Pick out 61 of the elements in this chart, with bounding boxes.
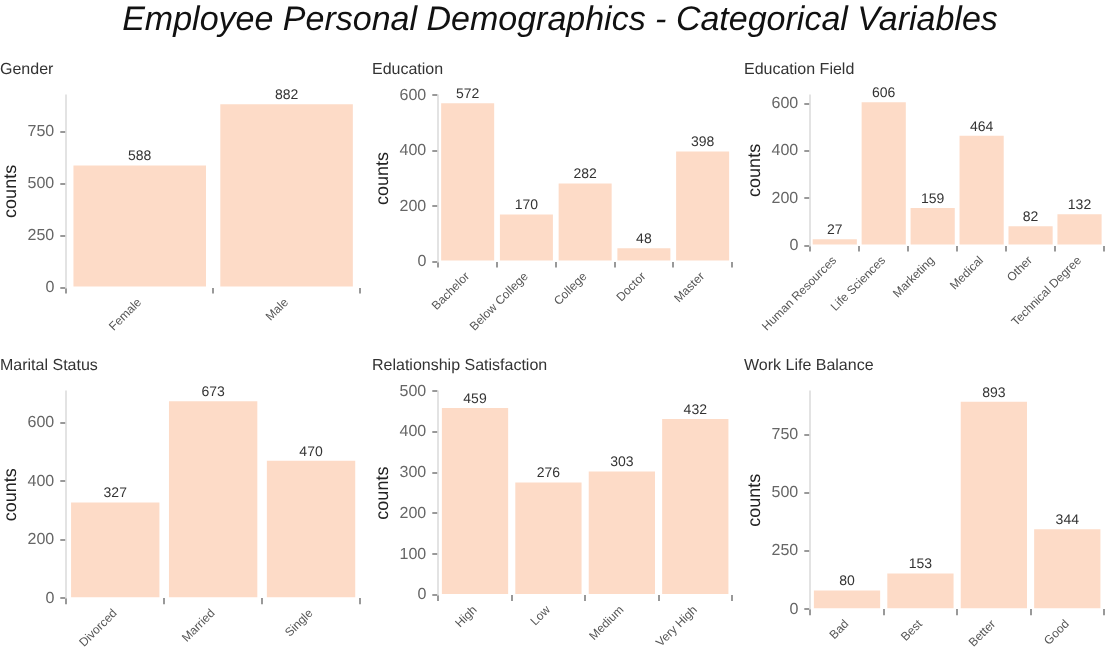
bar: [1034, 529, 1101, 609]
y-tick-label: 250: [771, 541, 800, 560]
bar: [558, 183, 612, 261]
y-tick-label: 400: [399, 141, 428, 160]
y-tick-label: 400: [771, 141, 800, 160]
y-tick-label: 600: [771, 94, 800, 113]
bar: [499, 214, 553, 261]
y-axis-title: counts: [743, 472, 764, 527]
bar: [676, 151, 730, 261]
y-axis-title: counts: [371, 465, 392, 520]
bar: [1057, 214, 1102, 245]
y-tick-label: 200: [771, 188, 800, 207]
bar: [441, 103, 495, 261]
y-tick-label: 750: [771, 425, 800, 444]
bar: [910, 207, 955, 245]
y-tick-label: 0: [789, 235, 800, 254]
y-axis-title: counts: [743, 142, 764, 197]
bar: [266, 460, 356, 598]
bar: [662, 418, 729, 595]
bar: [813, 590, 881, 609]
chart-title: Education: [372, 60, 444, 79]
y-tick-label: 500: [27, 174, 56, 193]
bar: [959, 135, 1004, 245]
bar: [588, 471, 655, 595]
bar: [887, 573, 954, 609]
chart-title: Education Field: [744, 60, 855, 79]
y-tick-label: 0: [417, 585, 428, 604]
bar: [861, 102, 906, 245]
bar: [168, 401, 258, 598]
y-tick-label: 400: [399, 422, 428, 441]
y-tick-label: 400: [27, 471, 56, 490]
chart-title: Marital Status: [0, 356, 98, 375]
bar: [441, 407, 509, 595]
y-tick-label: 100: [399, 544, 428, 563]
y-tick-label: 250: [27, 226, 56, 245]
y-tick-label: 0: [45, 588, 56, 607]
y-tick-label: 750: [27, 122, 56, 141]
y-axis-title: counts: [0, 163, 20, 218]
y-tick-label: 600: [27, 412, 56, 431]
chart-title: Work Life Balance: [744, 356, 875, 375]
y-tick-label: 500: [399, 381, 428, 400]
y-tick-label: 200: [399, 503, 428, 522]
y-axis-title: counts: [0, 467, 20, 522]
chart-title: Relationship Satisfaction: [372, 356, 548, 375]
y-tick-label: 0: [789, 599, 800, 618]
bar: [960, 401, 1027, 609]
y-tick-label: 0: [417, 251, 428, 270]
bar: [1008, 226, 1053, 245]
y-tick-label: 0: [45, 277, 56, 296]
y-tick-label: 300: [399, 463, 428, 482]
bar: [617, 248, 671, 261]
y-tick-label: 200: [27, 530, 56, 549]
y-tick-label: 500: [771, 483, 800, 502]
text: Employee Personal Demographics - Categorical Variables: [122, 0, 998, 38]
y-tick-label: 200: [399, 196, 428, 215]
chart-title: Gender: [0, 60, 55, 79]
bar: [71, 502, 160, 598]
bar: [812, 239, 857, 245]
y-axis-title: counts: [371, 150, 392, 205]
bar: [515, 482, 582, 595]
y-tick-label: 600: [399, 85, 428, 104]
